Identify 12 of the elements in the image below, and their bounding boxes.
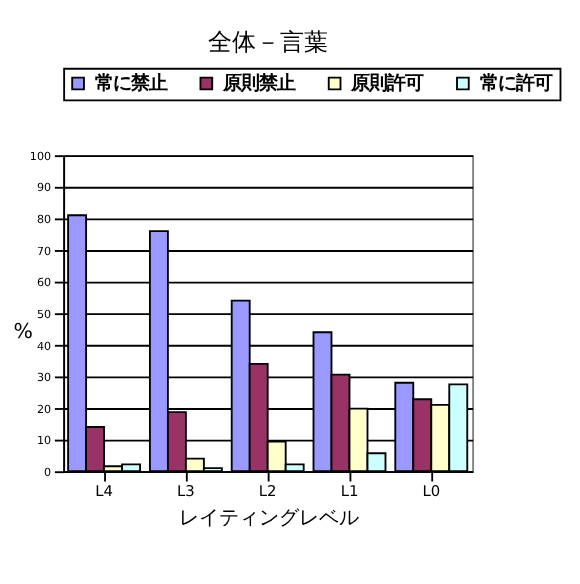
x-tick-label: L0 (422, 482, 441, 501)
x-tick-label: L4 (95, 482, 114, 501)
legend-label: 原則禁止 (221, 73, 296, 96)
chart-title: 全体－言葉 (207, 28, 328, 57)
x-tick-label: L2 (258, 482, 277, 501)
x-tick-label: L3 (177, 482, 196, 501)
legend-label: 常に禁止 (94, 73, 167, 96)
x-axis-title: レイティングレベル (178, 508, 359, 531)
x-tick-label: L1 (340, 482, 359, 501)
y-axis-title: % (13, 322, 34, 345)
legend-label: 常に許可 (479, 73, 552, 96)
legend-label: 原則許可 (349, 73, 424, 96)
